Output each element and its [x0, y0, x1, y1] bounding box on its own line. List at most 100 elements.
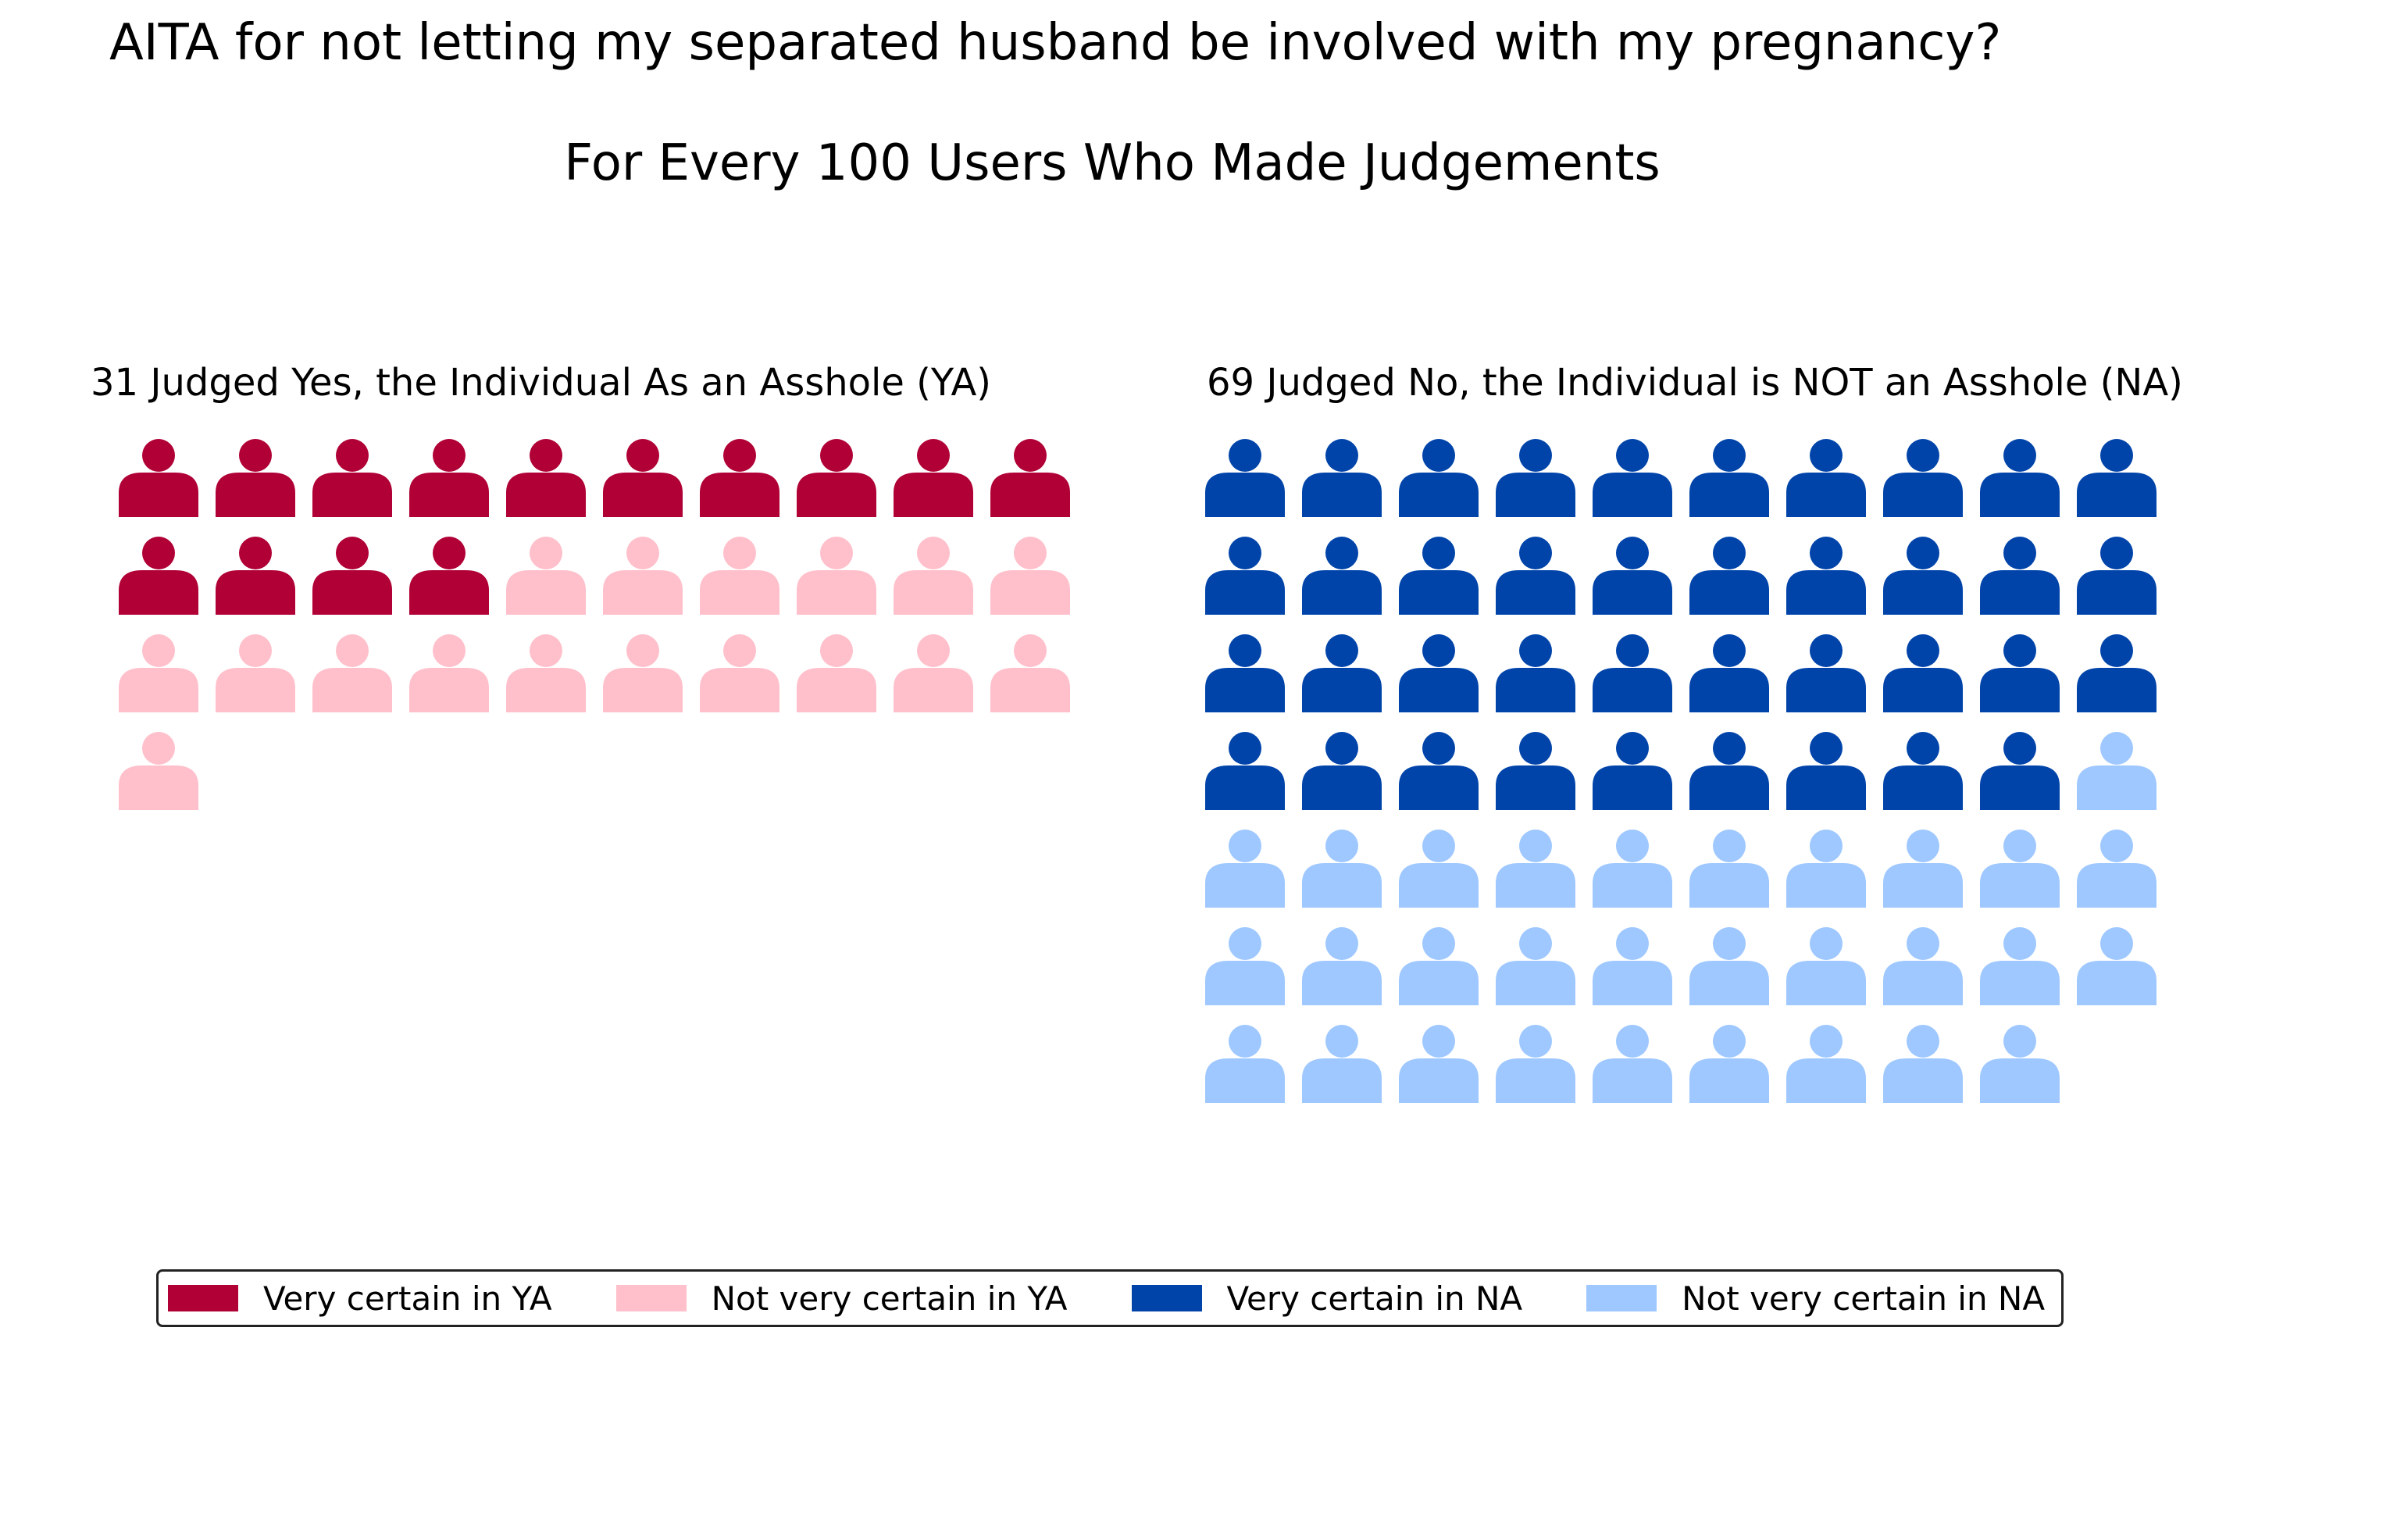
person-icon-na [1205, 634, 1285, 712]
ya-panel-title: 31 Judged Yes, the Individual As an Assh… [91, 361, 992, 405]
person-icon-ya [119, 537, 198, 615]
na-panel-title: 69 Judged No, the Individual is NOT an A… [1207, 361, 2183, 405]
person-icon-na [1496, 732, 1575, 810]
person-icon-na [1302, 634, 1382, 712]
person-icon-na [1883, 732, 1963, 810]
person-icon-na [1883, 537, 1963, 615]
person-icon-na [1399, 927, 1479, 1005]
person-icon-na [1593, 439, 1672, 517]
legend-swatch-very-certain-na [1131, 1285, 1202, 1311]
person-icon-ya [312, 439, 392, 517]
person-icon-na [1786, 927, 1866, 1005]
legend-item-very-certain-ya: Very certain in YA [168, 1272, 552, 1325]
person-icon-na [1980, 634, 2060, 712]
person-icon-ya [119, 439, 198, 517]
person-icon-ya [700, 537, 779, 615]
person-icon-ya [990, 537, 1070, 615]
person-icon-na [1205, 537, 1285, 615]
person-icon-na [1593, 927, 1672, 1005]
legend-swatch-very-certain-ya [168, 1285, 238, 1311]
person-icon-na [1205, 439, 1285, 517]
person-icon-na [1883, 439, 1963, 517]
person-icon-na [1399, 634, 1479, 712]
chart-subtitle: For Every 100 Users Who Made Judgements [564, 134, 1661, 192]
person-icon-na [1302, 732, 1382, 810]
person-icon-ya [506, 537, 586, 615]
legend-item-not-very-certain-ya: Not very certain in YA [615, 1272, 1068, 1325]
person-icon-ya [506, 439, 586, 517]
person-icon-na [1689, 732, 1769, 810]
person-icon-na [1302, 537, 1382, 615]
person-icon-na [1883, 927, 1963, 1005]
person-icon-na [1689, 927, 1769, 1005]
person-icon-na [1786, 830, 1866, 908]
person-icon-na [2077, 537, 2156, 615]
person-icon-na [1205, 732, 1285, 810]
person-icon-na [1496, 830, 1575, 908]
person-icon-na [1689, 634, 1769, 712]
person-icon-na [1786, 439, 1866, 517]
person-icon-ya [119, 732, 198, 810]
person-icon-na [1689, 439, 1769, 517]
person-icon-na [1496, 1025, 1575, 1103]
person-icon-na [1593, 634, 1672, 712]
person-icon-na [1980, 1025, 2060, 1103]
legend: Very certain in YA Not very certain in Y… [156, 1269, 2064, 1327]
person-icon-na [1980, 732, 2060, 810]
person-icon-na [1399, 1025, 1479, 1103]
person-icon-na [1593, 537, 1672, 615]
person-icon-ya [603, 634, 683, 712]
person-icon-na [1302, 830, 1382, 908]
person-icon-na [1496, 537, 1575, 615]
person-icon-na [1302, 927, 1382, 1005]
person-icon-na [1593, 1025, 1672, 1103]
legend-item-not-very-certain-na: Not very certain in NA [1586, 1272, 2045, 1325]
legend-swatch-not-very-certain-na [1586, 1285, 1657, 1311]
person-icon-na [1883, 634, 1963, 712]
person-icon-na [2077, 732, 2156, 810]
person-icon-na [1786, 1025, 1866, 1103]
person-icon-na [1786, 634, 1866, 712]
person-icon-ya [797, 439, 876, 517]
person-icon-na [1689, 537, 1769, 615]
person-icon-ya [603, 537, 683, 615]
person-icon-na [1689, 830, 1769, 908]
person-icon-ya [797, 537, 876, 615]
person-icon-ya [216, 439, 295, 517]
person-icon-ya [312, 537, 392, 615]
person-icon-na [1980, 830, 2060, 908]
person-icon-ya [700, 634, 779, 712]
person-icon-na [2077, 927, 2156, 1005]
legend-label: Very certain in NA [1226, 1279, 1523, 1318]
person-icon-na [1593, 732, 1672, 810]
person-icon-ya [216, 537, 295, 615]
person-icon-ya [409, 439, 489, 517]
person-icon-ya [797, 634, 876, 712]
person-icon-ya [409, 634, 489, 712]
person-icon-na [1399, 537, 1479, 615]
person-icon-na [1883, 1025, 1963, 1103]
person-icon-na [1205, 1025, 1285, 1103]
person-icon-na [2077, 439, 2156, 517]
legend-swatch-not-very-certain-ya [615, 1285, 687, 1311]
person-icon-ya [894, 537, 973, 615]
legend-label: Not very certain in YA [711, 1279, 1068, 1318]
person-icon-na [1496, 927, 1575, 1005]
person-icon-na [1593, 830, 1672, 908]
person-icon-na [1980, 537, 2060, 615]
person-icon-na [1980, 439, 2060, 517]
person-icon-ya [506, 634, 586, 712]
person-icon-ya [119, 634, 198, 712]
person-icon-na [1980, 927, 2060, 1005]
person-icon-na [1399, 439, 1479, 517]
person-icon-na [1496, 634, 1575, 712]
legend-label: Very certain in YA [263, 1279, 552, 1318]
person-icon-na [1205, 927, 1285, 1005]
person-icon-na [1786, 732, 1866, 810]
person-icon-na [1883, 830, 1963, 908]
person-icon-ya [894, 439, 973, 517]
person-icon-na [2077, 634, 2156, 712]
person-icon-ya [312, 634, 392, 712]
person-icon-ya [409, 537, 489, 615]
